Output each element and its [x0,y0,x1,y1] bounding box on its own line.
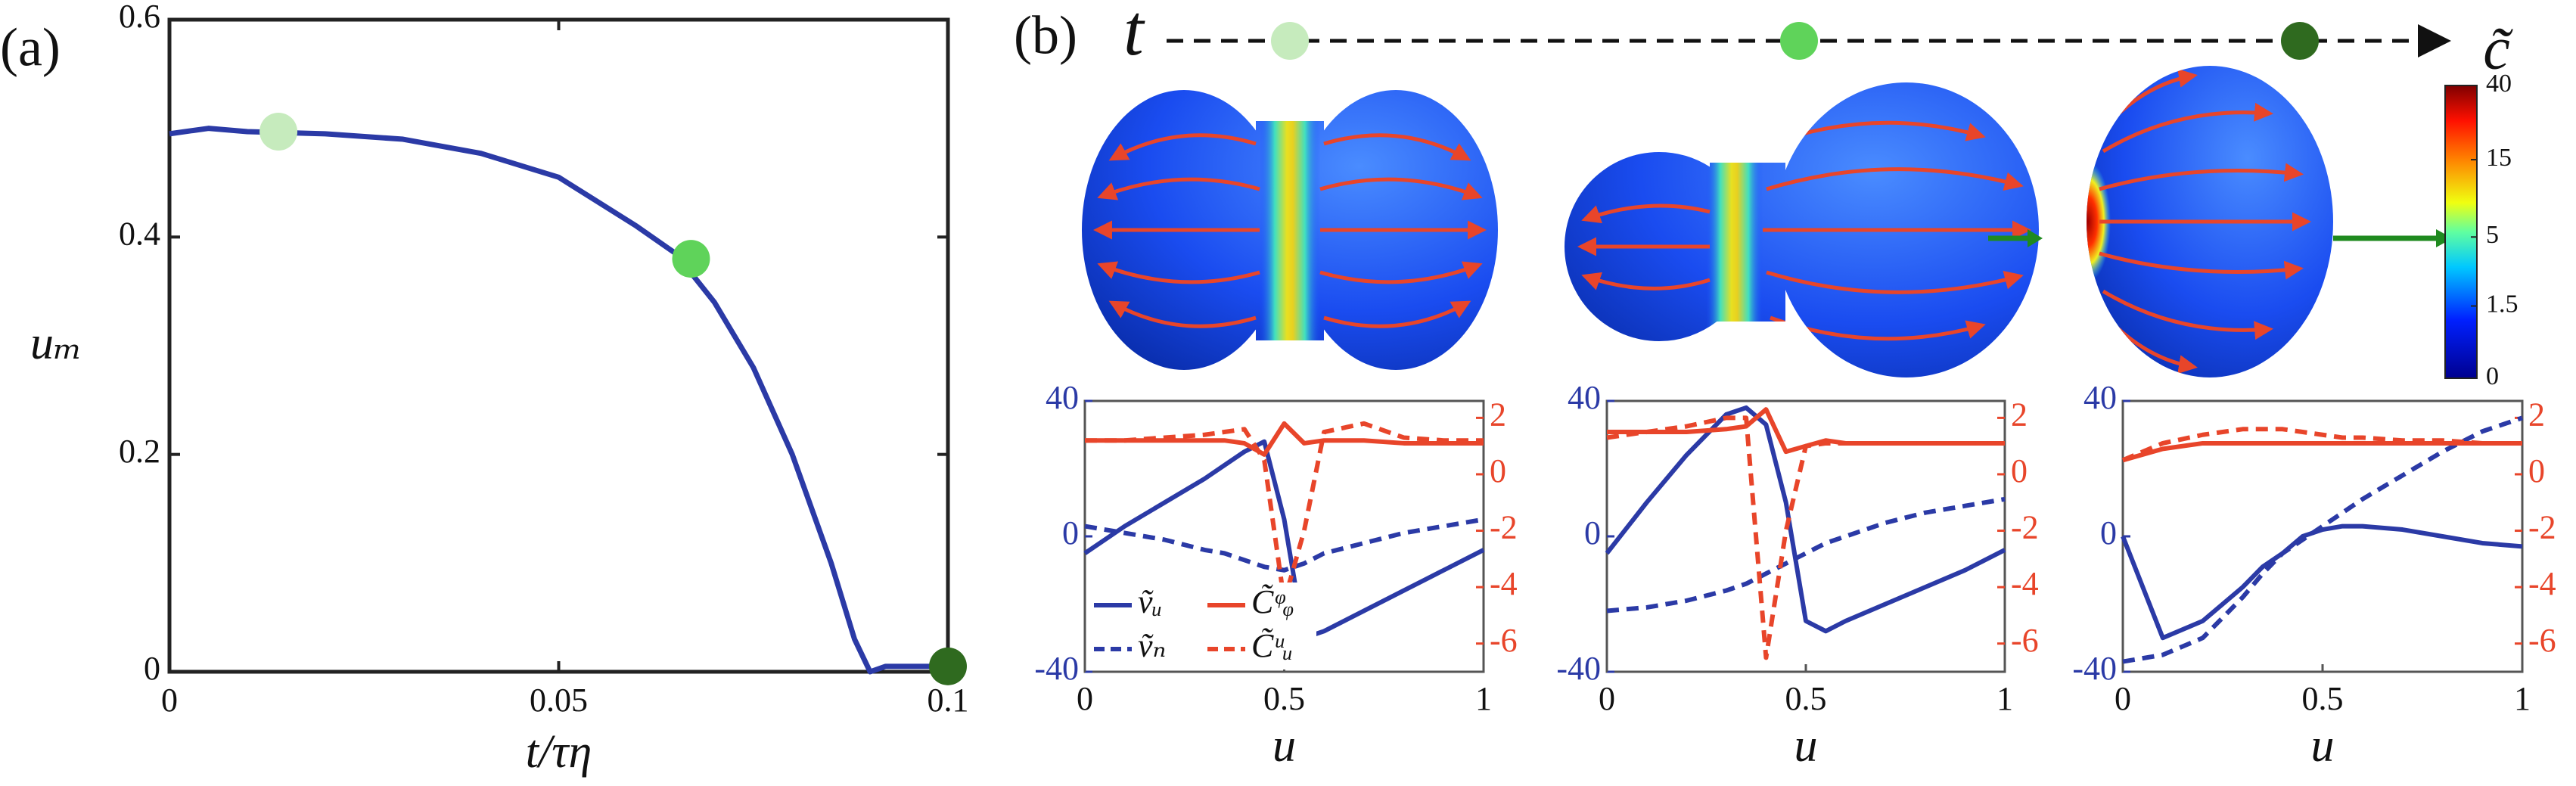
y2-tick-label: -2 [1490,509,1518,546]
x-tick-label: 0.5 [2302,680,2344,717]
x-tick-label: 0 [1599,680,1615,717]
time-label: t [1123,0,1145,70]
y2-tick-label: 2 [2528,396,2545,433]
y-tick-label: 0 [1584,514,1601,551]
legend-label: ṽₙ [1138,627,1166,664]
x-tick-label: 0 [2115,680,2131,717]
data-line [2122,415,2523,664]
arrow-head [2028,229,2043,247]
colorbar-tick-label: 1.5 [2486,290,2519,318]
y2-tick-label: 0 [2011,452,2028,489]
colorbar-tick-label: 40 [2486,70,2512,98]
x-tick-label: 0.05 [530,682,588,719]
y-tick-label: 0 [144,650,160,687]
y-tick-label: 0.2 [119,433,160,470]
data-line [1084,517,1484,573]
y-tick-label: 0.6 [119,0,160,35]
y2-tick-label: -4 [2528,565,2556,602]
y2-tick-label: -6 [1490,622,1518,659]
data-line [2122,440,2522,463]
colorbar-tick-label: 15 [2486,144,2512,172]
data-line [1085,421,1484,604]
data-line [1606,496,2006,614]
time-dot [1271,22,1309,60]
x-axis-label: u [1272,720,1296,772]
timeline-head [2418,24,2451,57]
y2-tick-label: -4 [1490,565,1518,602]
y-tick-label: -40 [2072,650,2117,687]
x-tick-label: 0 [161,682,178,719]
cell-shape [1082,90,1498,370]
y-tick-label: 0.4 [119,215,160,252]
x-tick-label: 1 [1996,680,2013,717]
y2-tick-label: 0 [1490,452,1506,489]
time-dot [1780,22,1818,60]
marker [929,647,967,685]
colorbar-tick-label: 0 [2486,362,2499,390]
data-line [169,126,948,675]
data-line [1606,415,2005,660]
panel-label: (b) [1014,5,1077,66]
y2-tick-label: -6 [2528,622,2556,659]
y-tick-label: -40 [1556,650,1601,687]
colorbar-tick-label: 5 [2486,221,2499,249]
y-tick-label: -40 [1034,650,1079,687]
legend-label: C̃ᵠᵩ [1251,583,1294,620]
x-tick-label: 0.5 [1785,680,1827,717]
y2-tick-label: -6 [2011,622,2039,659]
x-tick-label: 0.1 [928,682,969,719]
cell-shape [2087,66,2333,377]
y-tick-label: 0 [2100,514,2117,551]
legend-label: C̃ᵘᵤ [1251,627,1293,664]
y-tick-label: 40 [1046,379,1079,416]
data-line [1605,405,2006,634]
legend-label: ṽᵤ [1138,583,1162,620]
time-dot [2281,22,2319,60]
panel-label: (a) [0,17,61,78]
marker [259,112,298,151]
colorbar-label: c̃ [2483,15,2513,82]
y-tick-label: 40 [2083,379,2117,416]
data-line [1085,421,1484,457]
y2-tick-label: -2 [2528,509,2556,546]
y-axis-label: uₘ [30,318,82,369]
x-tick-label: 0.5 [1263,680,1305,717]
y2-tick-label: -4 [2011,565,2039,602]
x-tick-label: 1 [1475,680,1492,717]
data-line [1083,439,1485,641]
cell-shape [1565,82,2039,377]
y2-tick-label: 2 [1490,396,1506,433]
x-axis-label: t/τη [526,726,592,778]
y2-tick-label: 0 [2528,452,2545,489]
y2-tick-label: 2 [2011,396,2028,433]
colorbar [2444,85,2478,379]
y-tick-label: 40 [1568,379,1601,416]
x-axis-label: u [1794,720,1818,772]
data-line [2121,427,2522,463]
marker [672,240,710,278]
x-axis-label: u [2311,720,2335,772]
data-line [2121,523,2523,641]
legend-box [1089,583,1316,669]
y2-tick-label: -2 [2011,509,2039,546]
x-tick-label: 1 [2514,680,2531,717]
x-tick-label: 0 [1077,680,1093,717]
y-tick-label: 0 [1062,514,1079,551]
